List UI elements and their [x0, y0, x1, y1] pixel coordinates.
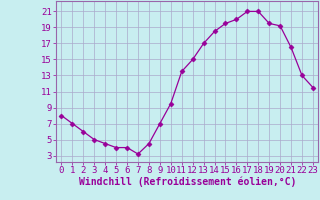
X-axis label: Windchill (Refroidissement éolien,°C): Windchill (Refroidissement éolien,°C) — [78, 177, 296, 187]
